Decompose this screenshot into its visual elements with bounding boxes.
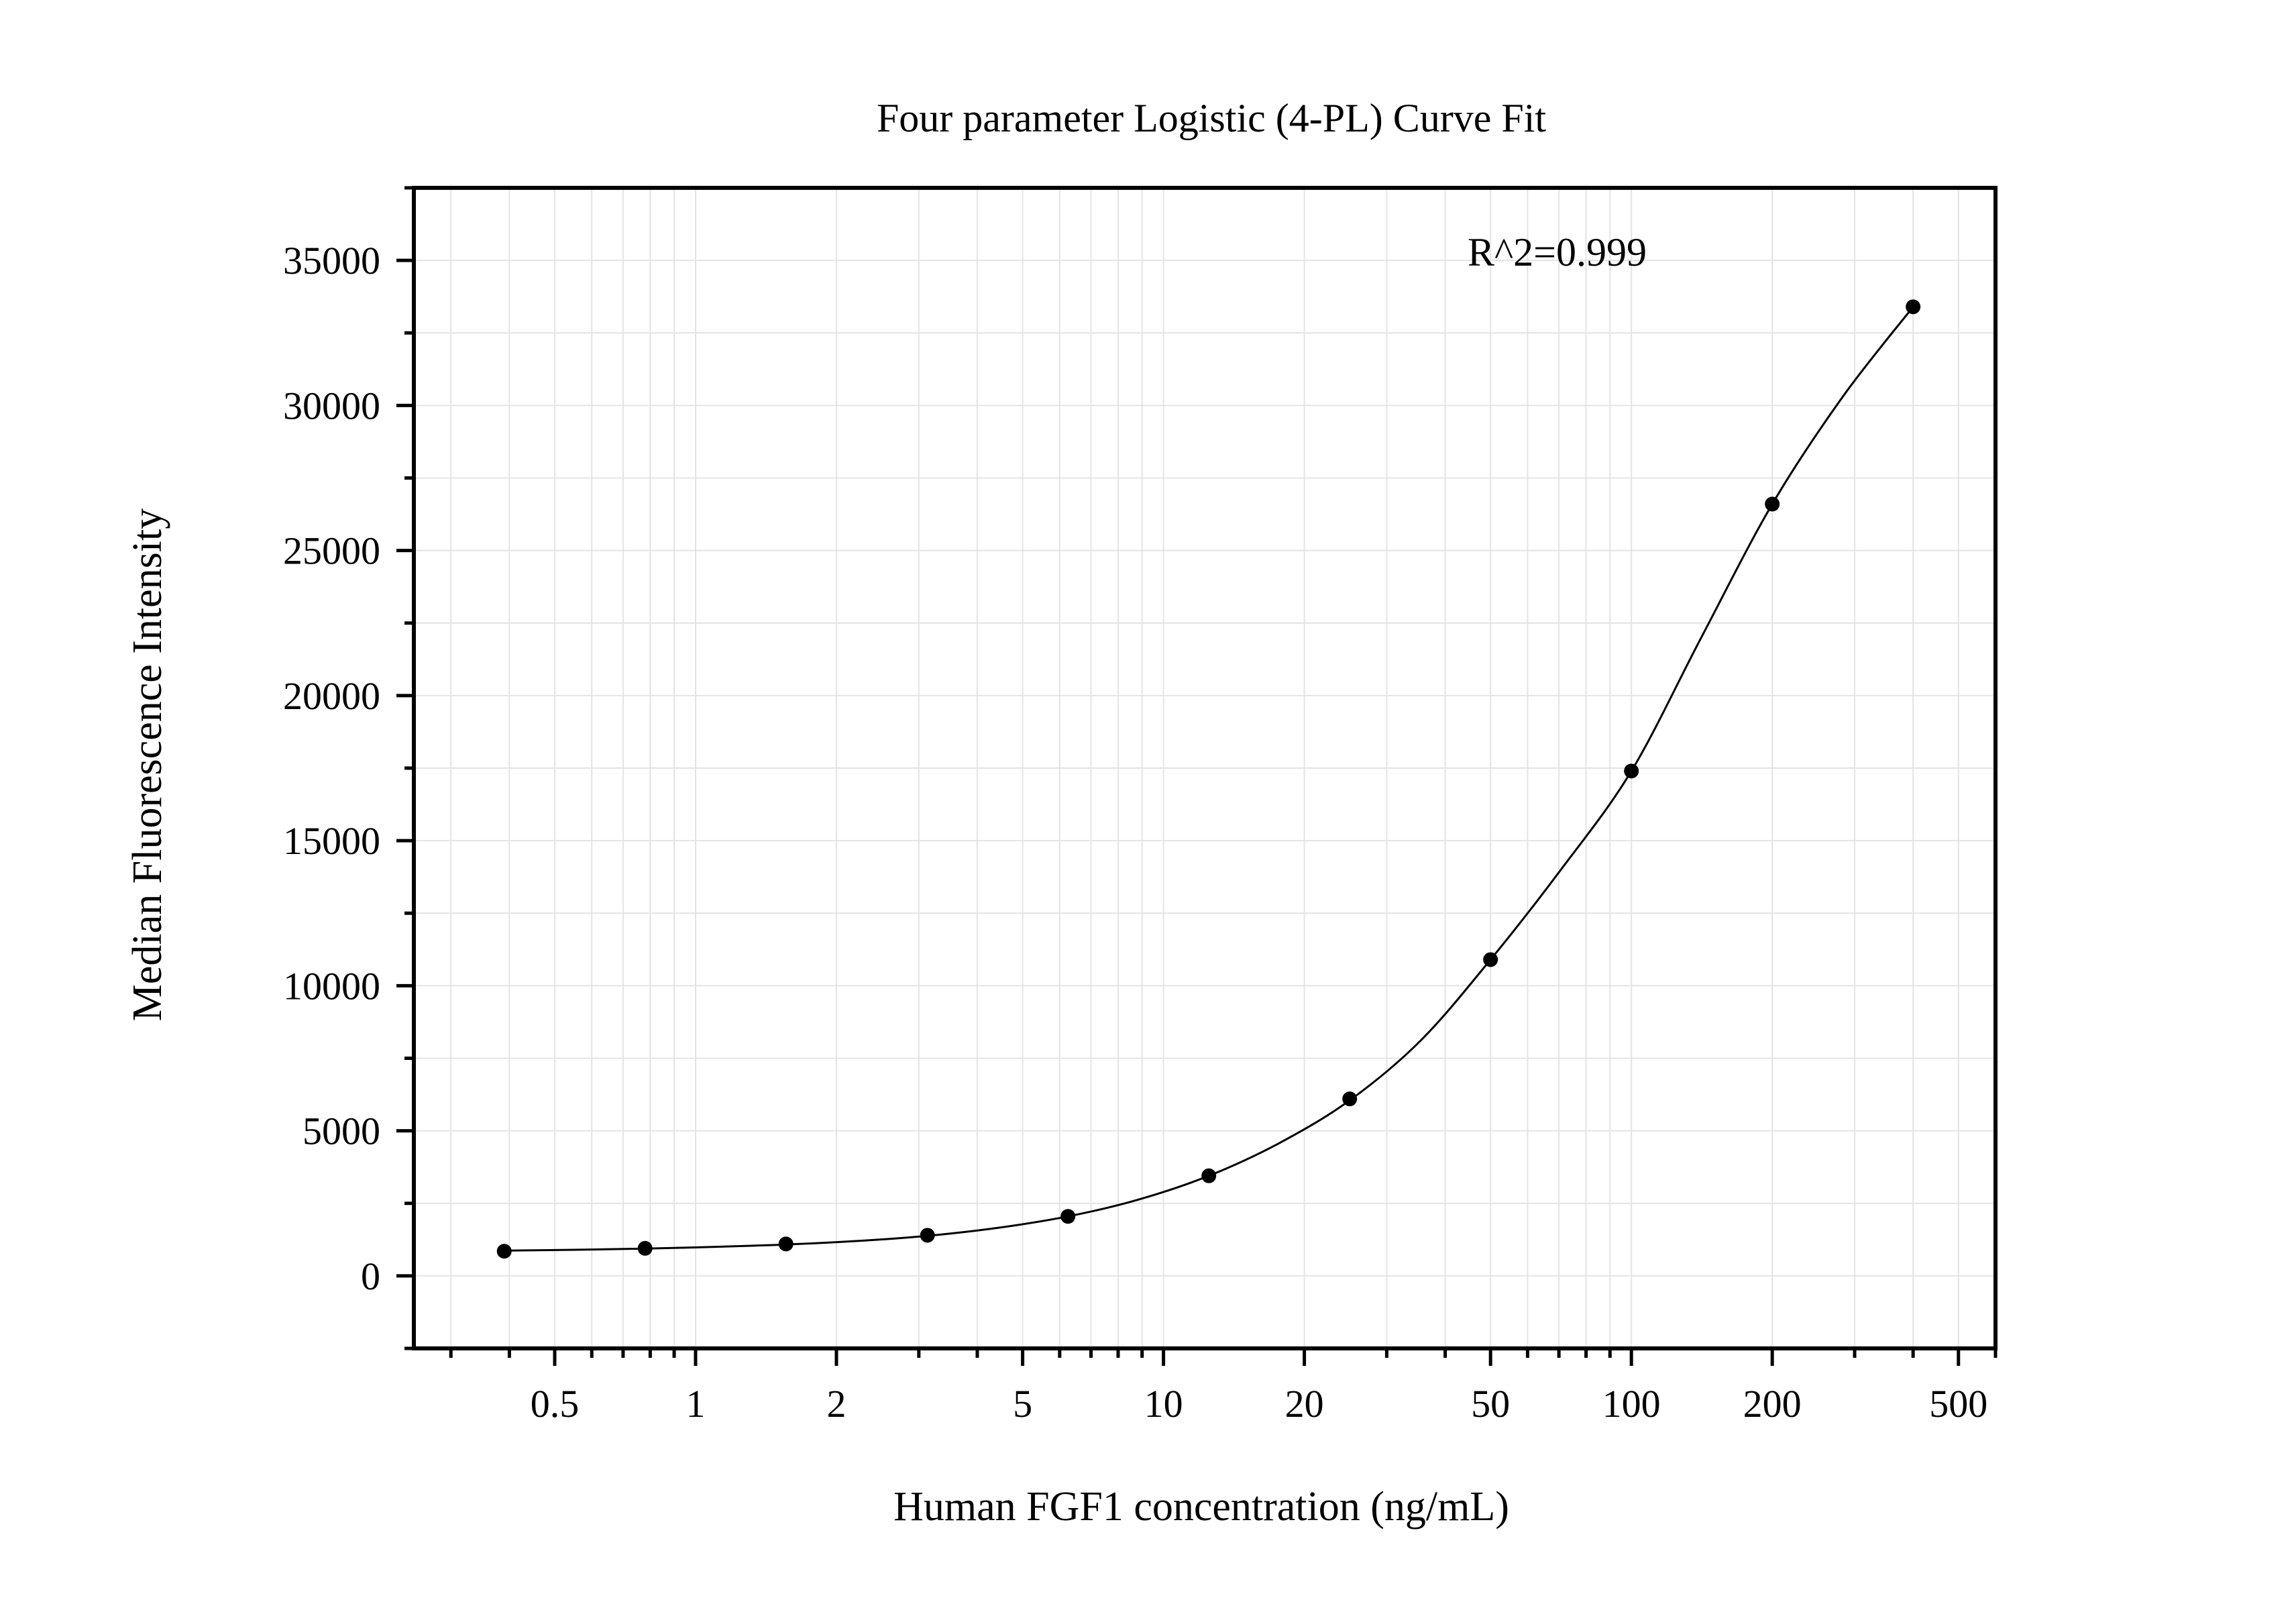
r-squared-annotation: R^2=0.999 [1468,230,1647,274]
y-tick-label: 20000 [283,674,380,718]
points-layer [496,299,1921,1259]
data-point [1765,496,1780,512]
y-axis-label: Median Fluorescence Intensity [125,509,170,1021]
x-tick-label: 100 [1602,1382,1661,1426]
data-point [1906,299,1921,315]
y-tick-label: 35000 [283,239,380,282]
y-tick-label: 5000 [303,1110,380,1153]
x-tick-label: 2 [826,1382,846,1426]
chart-title: Four parameter Logistic (4-PL) Curve Fit [877,96,1546,140]
data-point [920,1228,935,1243]
x-tick-label: 1 [686,1382,705,1426]
x-tick-label: 5 [1013,1382,1032,1426]
data-point [496,1244,512,1259]
tick-labels-layer: 0.5 1 2 5 10 20 50 100 200 5000500010000150002000… [283,239,1987,1426]
x-tick-label: 200 [1743,1382,1802,1426]
data-point [1060,1209,1076,1224]
data-point [1624,763,1639,779]
data-point [637,1240,653,1256]
grid-layer [414,188,1996,1348]
ticks-layer [396,186,1998,1366]
y-tick-label: 15000 [283,819,380,863]
x-tick-label: 500 [1929,1382,1987,1426]
data-point [1201,1168,1217,1183]
data-point [1483,952,1498,967]
y-tick-label: 25000 [283,529,380,573]
data-point [1342,1091,1358,1107]
x-tick-label: 10 [1144,1382,1183,1426]
y-tick-label: 10000 [283,964,380,1008]
x-tick-label: 50 [1471,1382,1510,1426]
y-tick-label: 0 [361,1254,380,1298]
x-tick-label: 0.5 [531,1382,580,1426]
data-point [778,1236,794,1252]
y-tick-label: 30000 [283,384,380,427]
fit-curve [504,306,1914,1252]
x-tick-label: 20 [1285,1382,1324,1426]
x-axis-label: Human FGF1 concentration (ng/mL) [893,1484,1509,1530]
